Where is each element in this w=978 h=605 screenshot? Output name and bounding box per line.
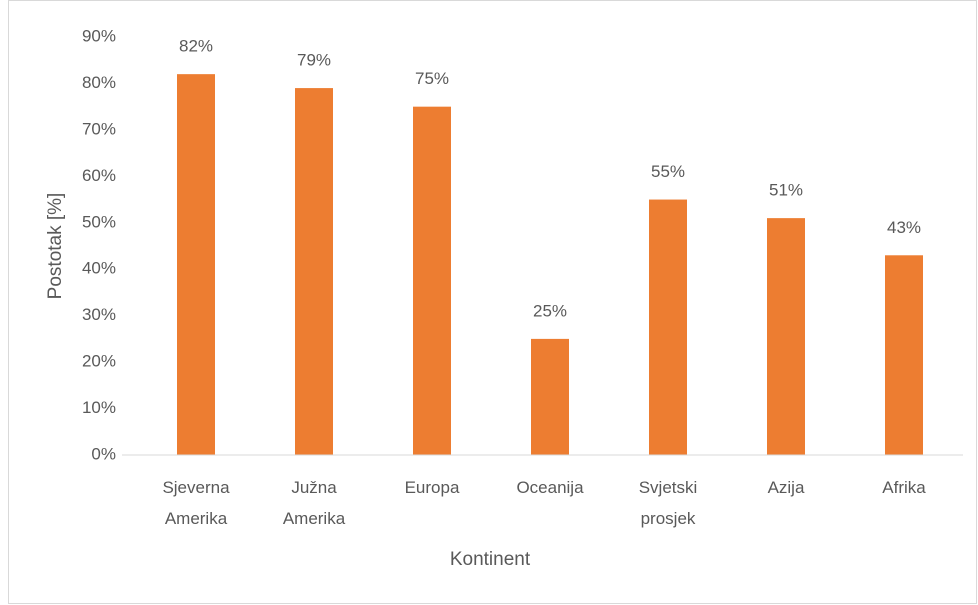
bar: [413, 106, 451, 456]
y-tick-label: 50%: [82, 212, 116, 231]
x-tick-label: Južna Amerika: [283, 478, 346, 528]
data-label: 25%: [533, 301, 567, 320]
bar: [295, 88, 333, 455]
y-tick-label: 90%: [82, 26, 116, 45]
data-label: 43%: [887, 218, 921, 237]
y-axis-title: Postotak [%]: [45, 193, 66, 300]
data-label: 79%: [297, 51, 331, 70]
x-tick-label: Azija: [768, 478, 805, 497]
chart-frame: [8, 0, 977, 604]
data-label: 82%: [179, 37, 213, 56]
bar: [767, 218, 805, 455]
y-tick-label: 80%: [82, 73, 116, 92]
y-tick-label: 0%: [91, 444, 116, 463]
x-tick-label: Sjeverna Amerika: [162, 478, 230, 528]
y-tick-label: 60%: [82, 166, 116, 185]
bar: [885, 255, 923, 455]
x-tick-label: Oceanija: [516, 478, 584, 497]
data-label: 55%: [651, 162, 685, 181]
bar: [649, 199, 687, 455]
x-axis-title: Kontinent: [450, 549, 531, 570]
x-tick-label: Svjetski prosjek: [639, 478, 698, 528]
y-tick-label: 70%: [82, 119, 116, 138]
data-label: 75%: [415, 69, 449, 88]
y-tick-label: 40%: [82, 259, 116, 278]
y-tick-label: 30%: [82, 305, 116, 324]
x-tick-label: Europa: [405, 478, 460, 497]
y-tick-label: 20%: [82, 352, 116, 371]
x-tick-label: Afrika: [882, 478, 926, 497]
bar: [531, 338, 569, 455]
y-tick-label: 10%: [82, 398, 116, 417]
bar: [177, 74, 215, 456]
data-label: 51%: [769, 181, 803, 200]
